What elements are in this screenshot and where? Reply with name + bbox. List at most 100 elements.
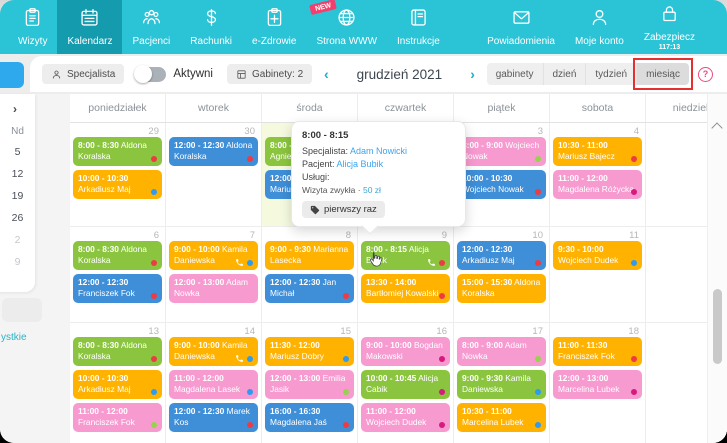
calendar-event[interactable]: 11:00 - 12:00 Magdalena Lasek — [169, 370, 258, 399]
calendar-event[interactable]: 10:00 - 10:45 Alicja Cabik — [361, 370, 450, 399]
event-time: 9:00 - 10:00 — [174, 244, 220, 254]
sidebar-expand-chevron-icon[interactable]: › — [13, 102, 17, 116]
calendar-event[interactable]: 16:00 - 16:30 Magdalena Jaś — [265, 403, 354, 432]
calendar-event[interactable]: 12:00 - 12:30 Marek Kos — [169, 403, 258, 432]
mini-calendar-day[interactable]: 9 — [14, 256, 21, 268]
calendar-event[interactable]: 8:00 - 8:30 Aldona Koralska — [73, 137, 162, 166]
mini-calendar-day[interactable]: 19 — [11, 190, 24, 202]
calendar-event[interactable]: 8:00 - 9:00 Adam Nowka — [457, 337, 546, 366]
calendar-event-hovered[interactable]: 8:00 - 8:15 Alicja Bubik — [361, 241, 450, 270]
day-number: 7 — [249, 230, 255, 241]
next-month-chevron-icon[interactable]: › — [470, 66, 475, 82]
calendar-event[interactable]: 10:30 - 11:00 Mariusz Bajecz — [553, 137, 642, 166]
calendar-event[interactable]: 9:00 - 10:00 Kamila Daniewska — [169, 337, 258, 366]
view-button-gabinety[interactable]: gabinety — [486, 63, 543, 85]
day-cell-5[interactable]: 5 — [646, 123, 727, 227]
calendar-event[interactable]: 8:00 - 9:00 Wojciech Nowak — [457, 137, 546, 166]
calendar-event[interactable]: 12:00 - 12:30 Aldona Koralska — [169, 137, 258, 166]
nav-item-moje-konto[interactable]: Moje konto — [565, 0, 634, 54]
status-dot-blue — [535, 388, 541, 395]
view-button-tydzień[interactable]: tydzień — [585, 63, 637, 85]
calendar-event[interactable]: 11:30 - 12:00 Mariusz Dobry — [265, 337, 354, 366]
calendar-event[interactable]: 10:00 - 10:30 Arkadiusz Maj — [73, 170, 162, 199]
calendar-event[interactable]: 12:00 - 12:30 Jan Michał — [265, 274, 354, 303]
user-icon — [589, 7, 610, 33]
calendar-event[interactable]: 8:00 - 8:30 Aldona Koralska — [73, 241, 162, 270]
scroll-up-icon[interactable] — [711, 122, 723, 134]
calendar-event[interactable]: 10:30 - 11:00 Marcelina Lubek — [457, 403, 546, 432]
calendar-event[interactable]: 15:00 - 15:30 Aldona Koralska — [457, 274, 546, 303]
day-cell-29[interactable]: 29 8:00 - 8:30 Aldona Koralska 10:00 - 10:… — [70, 123, 166, 227]
day-cell-13[interactable]: 13 8:00 - 8:30 Aldona Koralska 10:00 - 10:… — [70, 323, 166, 443]
nav-item-instrukcje[interactable]: Instrukcje — [387, 0, 450, 54]
mini-calendar-day[interactable]: 12 — [11, 168, 24, 180]
day-number: 16 — [436, 326, 447, 337]
day-cell-15[interactable]: 15 11:30 - 12:00 Mariusz Dobry 12:00 - 13:… — [262, 323, 358, 443]
status-dot-red — [535, 259, 541, 266]
day-cell-14[interactable]: 14 9:00 - 10:00 Kamila Daniewska 11:00 - 1… — [166, 323, 262, 443]
day-cell-11[interactable]: 11 9:30 - 10:00 Wojciech Dudek — [550, 227, 646, 323]
calendar-event[interactable]: 10:00 - 10:30 Wojciech Nowak — [457, 170, 546, 199]
day-cell-9[interactable]: 9 8:00 - 8:15 Alicja Bubik 13:30 - 14:00 B… — [358, 227, 454, 323]
sidebar-collapsed-control[interactable] — [2, 298, 42, 322]
day-cell-16[interactable]: 16 9:00 - 10:00 Bogdan Makowski 10:00 - 10… — [358, 323, 454, 443]
nav-item-e-zdrowie[interactable]: e-Zdrowie — [242, 0, 306, 54]
view-button-dzień[interactable]: dzień — [542, 63, 586, 85]
calendar-event[interactable]: 11:00 - 11:30 Franciszek Fok — [553, 337, 642, 366]
calendar-event[interactable]: 13:30 - 14:00 Bartłomiej Kowalski — [361, 274, 450, 303]
day-cell-3[interactable]: 3 8:00 - 9:00 Wojciech Nowak 10:00 - 10:30… — [454, 123, 550, 227]
collapsed-panel-button[interactable] — [0, 62, 24, 88]
calendar-event[interactable]: 8:00 - 8:30 Aldona Koralska — [73, 337, 162, 366]
calendar-event[interactable]: 10:00 - 10:30 Arkadiusz Maj — [73, 370, 162, 399]
nav-item-zabezpiecz[interactable]: Zabezpiecz 117:13 — [634, 0, 705, 54]
event-time: 9:00 - 9:30 — [462, 373, 503, 383]
calendar-event[interactable]: 9:00 - 10:00 Bogdan Makowski — [361, 337, 450, 366]
day-cell-7[interactable]: 7 9:00 - 10:00 Kamila Daniewska 12:00 - 13… — [166, 227, 262, 323]
dollar-icon — [201, 7, 222, 33]
calendar-event[interactable]: 11:00 - 12:00 Magdalena Różycka — [553, 170, 642, 199]
active-toggle[interactable] — [134, 64, 167, 83]
calendar-event[interactable]: 12:00 - 13:00 Emilia Jasik — [265, 370, 354, 399]
calendar-event[interactable]: 12:00 - 13:00 Marcelina Lubek — [553, 370, 642, 399]
event-time: 9:00 - 10:00 — [174, 340, 220, 350]
day-cell-17[interactable]: 17 8:00 - 9:00 Adam Nowka 9:00 - 9:30 Kami… — [454, 323, 550, 443]
sidebar-all-link[interactable]: ystkie — [1, 332, 27, 343]
nav-item-powiadomienia[interactable]: Powiadomienia — [477, 0, 565, 54]
tooltip-time: 8:00 - 8:15 — [302, 130, 349, 141]
nav-item-label: Instrukcje — [397, 36, 440, 47]
mini-calendar-day[interactable]: 5 — [14, 146, 21, 158]
calendar-event[interactable]: 9:00 - 9:30 Kamila Daniewska — [457, 370, 546, 399]
day-cell-10[interactable]: 10 12:00 - 12:30 Arkadiusz Maj 15:00 - 15:… — [454, 227, 550, 323]
nav-item-rachunki[interactable]: Rachunki — [180, 0, 242, 54]
calendar-event[interactable]: 9:00 - 9:30 Marianna Lasecka — [265, 241, 354, 270]
nav-item-strona-www[interactable]: Strona WWW NEW — [306, 0, 387, 54]
nav-item-label: Kalendarz — [67, 36, 113, 47]
nav-item-pacjenci[interactable]: Pacjenci — [122, 0, 180, 54]
calendar-event[interactable]: 11:00 - 12:00 Wojciech Dudek — [361, 403, 450, 432]
tooltip-specialist-name[interactable]: Adam Nowicki — [350, 146, 408, 156]
mini-calendar-day[interactable]: 2 — [14, 234, 21, 246]
day-cell-18[interactable]: 18 11:00 - 11:30 Franciszek Fok 12:00 - 13… — [550, 323, 646, 443]
day-cell-4[interactable]: 4 10:30 - 11:00 Mariusz Bajecz 11:00 - 12:… — [550, 123, 646, 227]
prev-month-chevron-icon[interactable]: ‹ — [323, 66, 329, 82]
calendar-event[interactable]: 12:00 - 12:30 Arkadiusz Maj — [457, 241, 546, 270]
specialist-filter-button[interactable]: Specjalista — [42, 64, 125, 84]
status-dot-blue — [247, 259, 253, 266]
help-icon[interactable]: ? — [698, 66, 713, 82]
calendar-event[interactable]: 9:00 - 10:00 Kamila Daniewska — [169, 241, 258, 270]
calendar-event[interactable]: 12:00 - 12:30 Franciszek Fok — [73, 274, 162, 303]
view-button-miesiąc[interactable]: miesiąc — [633, 58, 693, 90]
day-cell-8[interactable]: 8 9:00 - 9:30 Marianna Lasecka 12:00 - 12:… — [262, 227, 358, 323]
event-time: 12:00 - 12:30 — [78, 277, 129, 287]
scrollbar-thumb[interactable] — [713, 289, 722, 364]
day-cell-30[interactable]: 30 12:00 - 12:30 Aldona Koralska — [166, 123, 262, 227]
cabinets-filter-button[interactable]: Gabinety: 2 — [226, 64, 313, 84]
tooltip-patient-name[interactable]: Alicja Bubik — [336, 159, 384, 169]
calendar-event[interactable]: 9:30 - 10:00 Wojciech Dudek — [553, 241, 642, 270]
nav-item-wizyty[interactable]: Wizyty — [8, 0, 57, 54]
calendar-event[interactable]: 11:00 - 12:00 Franciszek Fok — [73, 403, 162, 432]
calendar-event[interactable]: 12:00 - 13:00 Adam Nowka — [169, 274, 258, 303]
nav-item-kalendarz[interactable]: Kalendarz — [57, 0, 123, 54]
mini-calendar-day[interactable]: 26 — [11, 212, 24, 224]
day-cell-6[interactable]: 6 8:00 - 8:30 Aldona Koralska 12:00 - 12:3… — [70, 227, 166, 323]
